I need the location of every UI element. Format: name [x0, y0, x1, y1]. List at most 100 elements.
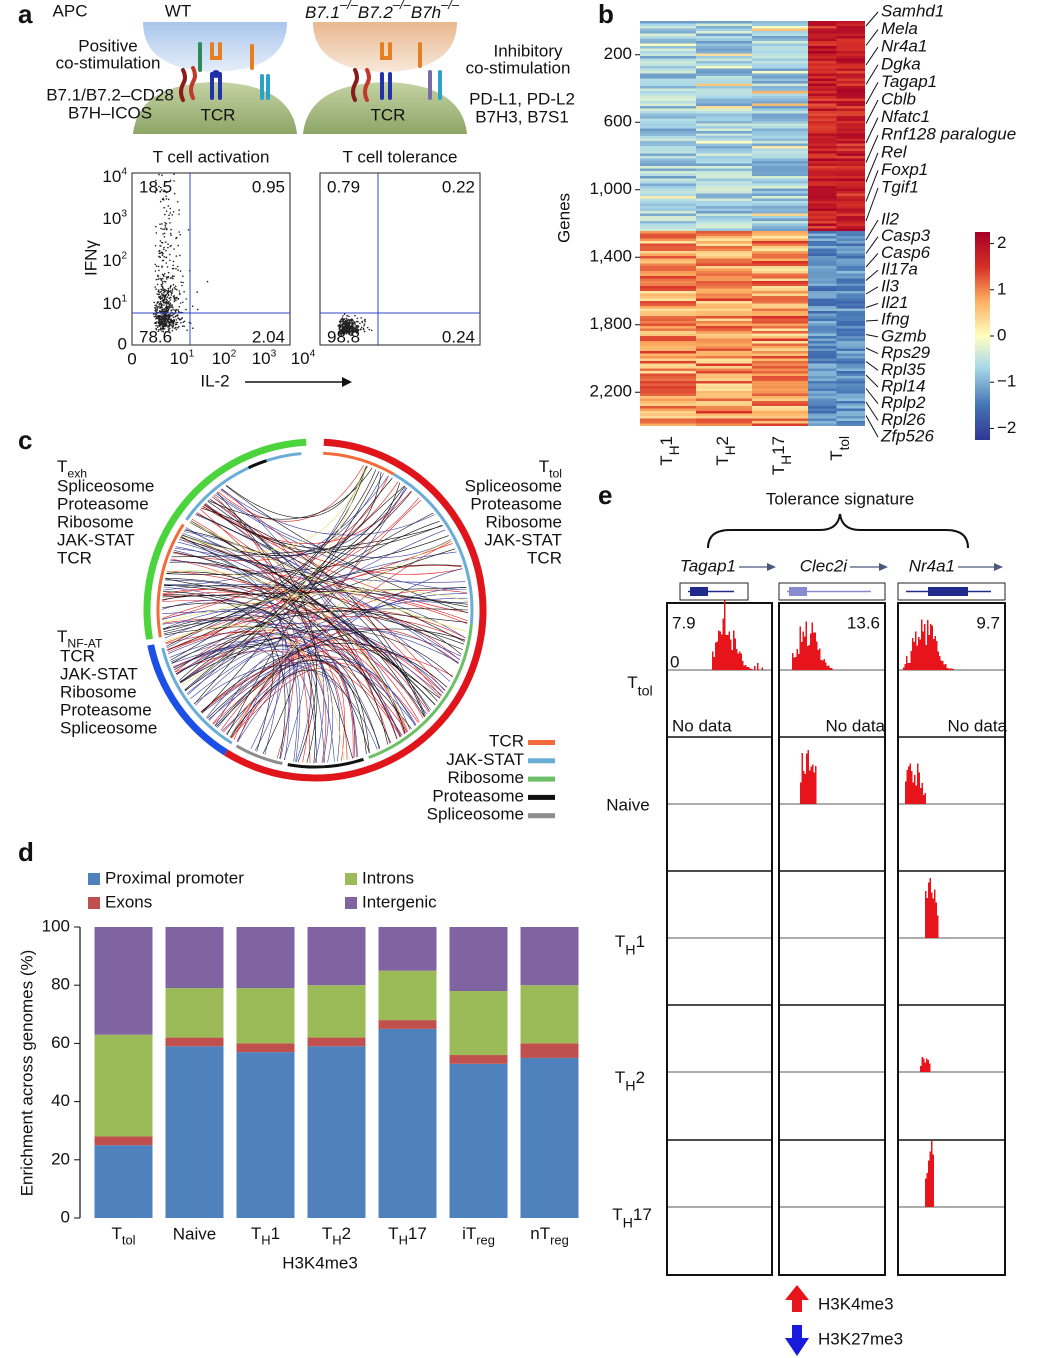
heatmap-cell [752, 316, 808, 319]
heatmap-cell [696, 261, 752, 264]
cell-dot [167, 309, 169, 312]
heatmap-cell [836, 156, 865, 159]
heatmap-cell [640, 126, 696, 129]
legend-swatch [528, 740, 555, 745]
chord [161, 599, 298, 762]
heatmap-cell [640, 186, 696, 189]
cell-dot [343, 318, 346, 320]
x-tick-label-part: H [261, 1233, 270, 1248]
heatmap-cell [808, 306, 837, 309]
cell-dot [173, 300, 176, 303]
heatmap-cell [808, 96, 837, 99]
cell-dot [183, 320, 186, 323]
heatmap-cell [640, 333, 696, 337]
chord [209, 498, 442, 697]
heatmap-cell [836, 26, 865, 29]
heatmap-cell [836, 228, 865, 232]
bar-segment [520, 1057, 579, 1218]
y-tick-label-part: 2 [121, 250, 127, 261]
heatmap-cell [836, 231, 865, 234]
peak [903, 667, 905, 670]
cell-dot [165, 300, 167, 303]
chord [201, 655, 407, 733]
chord [216, 660, 367, 755]
heatmap-cell [696, 176, 752, 179]
cell-dot [345, 333, 348, 335]
peak [936, 641, 938, 670]
cell-dot [176, 321, 179, 324]
cell-dot [182, 321, 185, 324]
heatmap-cell [752, 338, 808, 342]
heatmap-cell [836, 23, 865, 27]
t-cell [133, 82, 297, 134]
heatmap-cell [808, 301, 837, 304]
heatmap-cell [752, 173, 808, 177]
heatmap-cell [640, 406, 696, 409]
gene-label: Foxp1 [881, 160, 928, 179]
cell-dot [154, 315, 157, 318]
cell-dot [154, 304, 156, 307]
heatmap-cell [696, 86, 752, 89]
gene-label: Il17a [881, 260, 918, 279]
heatmap-cell [696, 193, 752, 197]
cell-dot [339, 325, 342, 328]
quadrant-value: 0.22 [442, 177, 475, 196]
cell-dot [359, 322, 361, 325]
heatmap-cell [836, 93, 865, 97]
cell-dot [167, 293, 170, 296]
x-tick-label: TH1 [251, 1224, 280, 1248]
heatmap-cell [808, 178, 837, 182]
heatmap-cell [752, 271, 808, 274]
heatmap-cell [752, 53, 808, 57]
cell-dot [165, 305, 168, 308]
heatmap-cell [808, 111, 837, 114]
heatmap-cell [640, 171, 696, 174]
cell-dot [162, 328, 164, 331]
quadrant-value: 18.5 [139, 177, 172, 196]
cell-dot [173, 297, 176, 300]
column-label-part: 2 [713, 436, 732, 445]
cell-dot [156, 307, 159, 310]
cell-dot [163, 290, 166, 293]
leader-line [865, 269, 879, 281]
cell-dot [174, 310, 177, 312]
cell-dot [179, 233, 182, 236]
heatmap-cell [752, 301, 808, 304]
heatmap-cell [696, 156, 752, 159]
heatmap-cell [752, 201, 808, 204]
peak [926, 1058, 928, 1072]
heatmap-cell [640, 188, 696, 192]
cell-dot [162, 327, 164, 330]
heatmap-cell [836, 371, 865, 374]
heatmap-cell [836, 96, 865, 99]
heatmap-cell [808, 216, 837, 219]
bar-segment [378, 1028, 437, 1218]
heatmap-cell [752, 93, 808, 97]
leader-line [865, 152, 879, 183]
cell-dot [172, 264, 174, 267]
heatmap-cell [836, 46, 865, 49]
heatmap-cell [696, 63, 752, 67]
heatmap-cell [808, 183, 837, 187]
heatmap-cell [640, 248, 696, 252]
cell-dot [181, 325, 184, 327]
heatmap-cell [696, 278, 752, 282]
heatmap-cell [640, 133, 696, 137]
heatmap-cell [836, 196, 865, 199]
heatmap-cell [752, 71, 808, 74]
leader-line [865, 236, 879, 254]
track-zero: 0 [670, 652, 679, 671]
heatmap-cell [836, 53, 865, 57]
heatmap-cell [836, 338, 865, 342]
heatmap-cell [696, 338, 752, 342]
chord [173, 643, 380, 749]
peak [742, 660, 744, 670]
group-label-part: tol [549, 467, 562, 481]
gene-label: Il21 [881, 293, 908, 312]
heatmap-cell [696, 196, 752, 199]
heatmap-cell [808, 348, 837, 352]
chord [166, 571, 392, 744]
heatmap-cell [836, 381, 865, 384]
peak [908, 766, 910, 804]
group-item: JAK-STAT [484, 530, 562, 549]
